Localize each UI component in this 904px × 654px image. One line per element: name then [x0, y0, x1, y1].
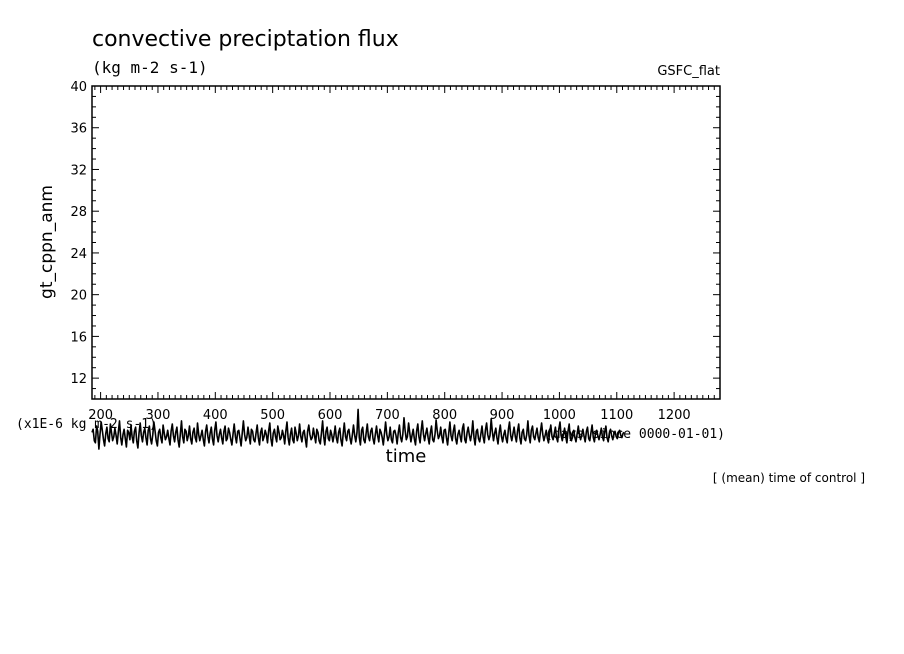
- x-tick-label: 1100: [600, 408, 633, 423]
- x-axis-label: time: [386, 446, 427, 467]
- series-line: [91, 408, 625, 450]
- x-tick-label: 200: [88, 408, 113, 423]
- y-scale-note: (x1E-6 kg m-2 s-1): [16, 417, 157, 432]
- x-tick-label: 900: [490, 408, 515, 423]
- x-axis: 200 300 400 500 600 700 800 900 1000 1100 1200: [88, 86, 721, 423]
- x-tick-label: 500: [260, 408, 285, 423]
- y-axis: 12 16 20 24 28 32 36 40: [70, 80, 720, 400]
- y-tick-label: 24: [70, 247, 87, 262]
- plot-frame: [91, 85, 721, 400]
- y-tick-label: 36: [70, 122, 87, 137]
- x-tick-label: 400: [203, 408, 228, 423]
- chart-subtitle: (kg m-2 s-1): [92, 58, 208, 77]
- y-axis-label: gt_cppn_anm: [37, 185, 57, 299]
- y-tick-label: 16: [70, 330, 87, 345]
- x-tick-label: 300: [146, 408, 171, 423]
- x-tick-label: 1000: [543, 408, 576, 423]
- chart-title: convective preciptation flux: [92, 27, 399, 52]
- x-tick-label: 1200: [658, 408, 691, 423]
- corner-label: GSFC_flat: [657, 64, 720, 79]
- y-tick-label: 28: [70, 205, 87, 220]
- y-tick-label: 20: [70, 289, 87, 304]
- series-layer: [91, 408, 625, 450]
- x-tick-label: 600: [318, 408, 343, 423]
- y-tick-label: 40: [70, 80, 87, 95]
- x-tick-label: 800: [432, 408, 457, 423]
- y-tick-label: 32: [70, 163, 87, 178]
- y-tick-label: 12: [70, 372, 87, 387]
- control-mean-annotation: [ (mean) time of control ]: [713, 471, 865, 485]
- x-tick-label: 700: [375, 408, 400, 423]
